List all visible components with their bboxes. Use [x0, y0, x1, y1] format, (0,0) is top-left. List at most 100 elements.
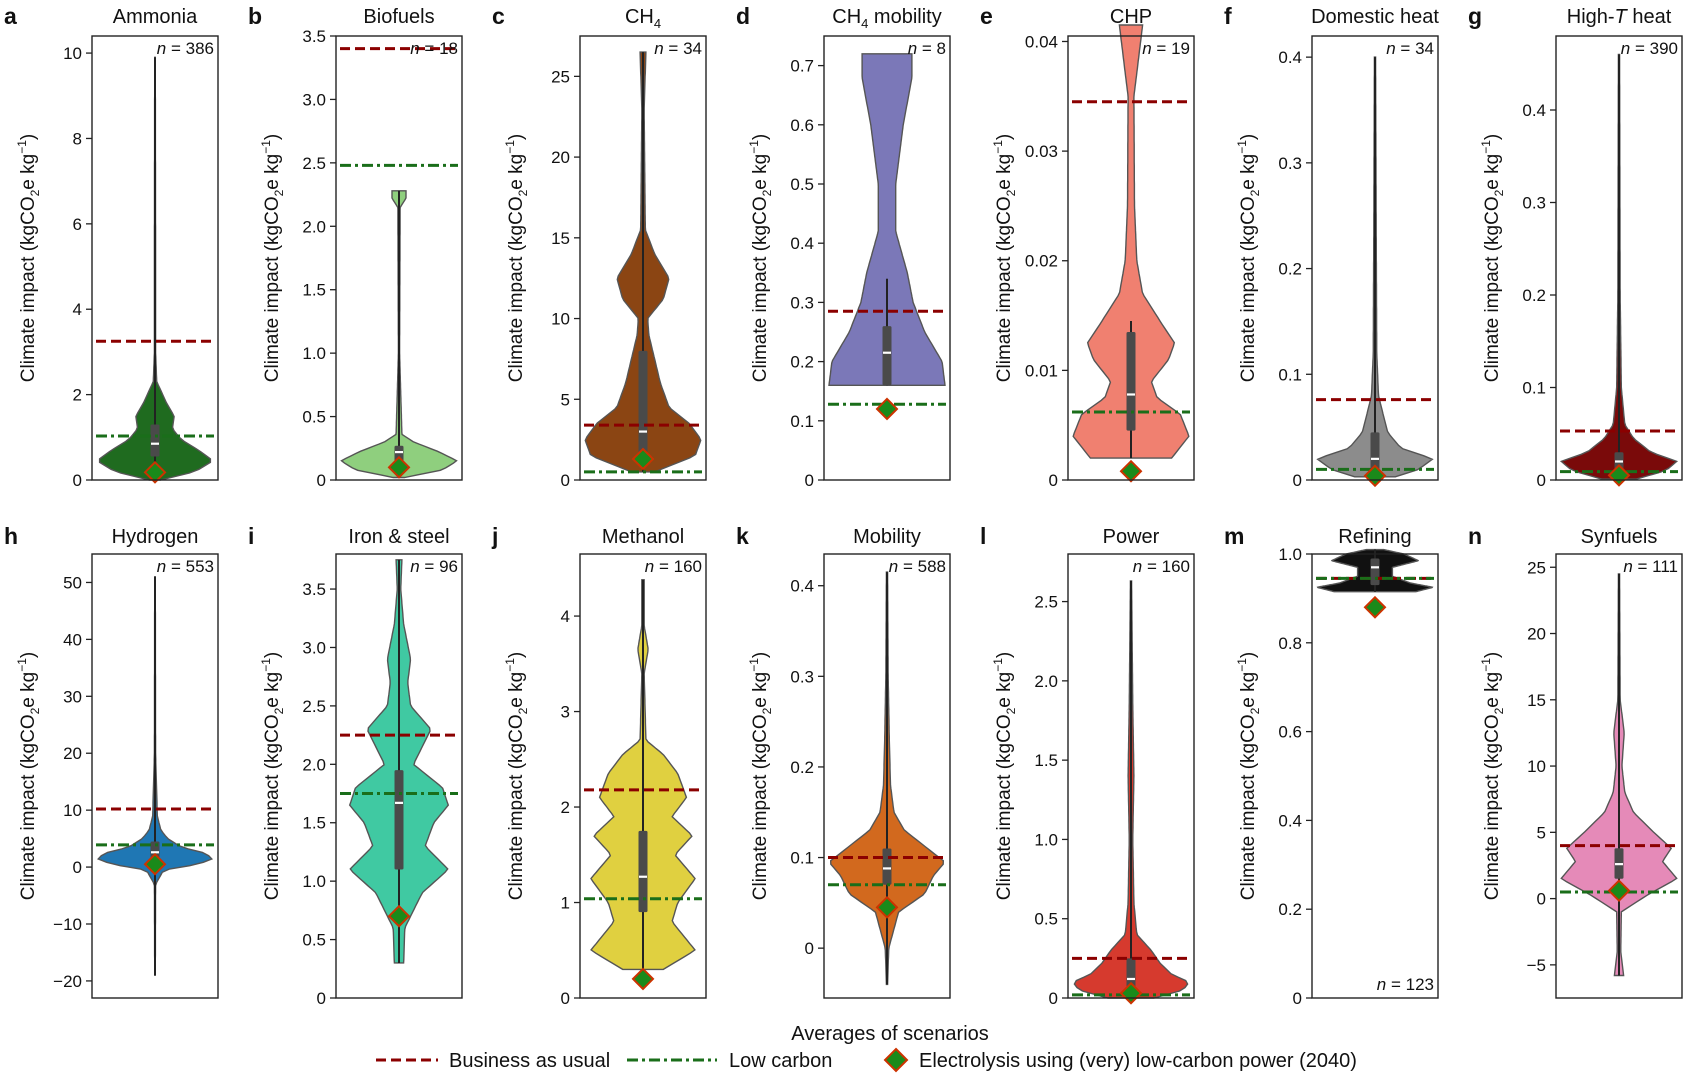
y-tick-label: 0.3: [790, 293, 814, 312]
y-axis-label: Climate impact (kgCO2e kg−1): [15, 134, 42, 382]
y-axis-label: Climate impact (kgCO2e kg−1): [747, 134, 774, 382]
y-tick-label: 3: [561, 703, 570, 722]
y-tick-label: 0.3: [1278, 154, 1302, 173]
electrolysis-marker: [875, 397, 899, 421]
panel-title: CH4 mobility: [832, 6, 941, 31]
y-tick-label: 0: [1537, 471, 1546, 490]
y-tick-label: 2.0: [302, 755, 326, 774]
panel-letter: e: [980, 3, 993, 29]
y-axis-label: Climate impact (kgCO2e kg−1): [503, 652, 530, 900]
iqr-box: [882, 848, 892, 885]
n-label: n = 96: [410, 557, 458, 576]
y-tick-label: 10: [551, 310, 570, 329]
y-tick-label: 0.1: [790, 412, 814, 431]
y-tick-label: 0.5: [1034, 910, 1058, 929]
panel-letter: k: [736, 523, 749, 549]
y-tick-label: 0.5: [302, 408, 326, 427]
panel-frame: [335, 35, 463, 481]
y-tick-label: 0: [317, 989, 326, 1008]
y-tick-label: 25: [551, 67, 570, 86]
n-label: n = 123: [1377, 975, 1434, 994]
y-tick-label: 0.4: [790, 234, 814, 253]
y-tick-label: 0.2: [1278, 900, 1302, 919]
y-tick-label: 0: [1049, 989, 1058, 1008]
y-tick-label: 4: [73, 300, 82, 319]
y-tick-label: 10: [63, 44, 82, 63]
y-tick-label: −5: [1527, 956, 1546, 975]
panel-a: 0 2 4 6 8 10 Climate impact (kgCO2e kg−1) a Ammo…: [4, 3, 219, 490]
y-tick-label: 0: [1293, 989, 1302, 1008]
y-tick-label: 2.5: [302, 697, 326, 716]
panel-letter: h: [4, 523, 18, 549]
y-tick-label: 1.0: [302, 344, 326, 363]
y-tick-label: 0: [561, 989, 570, 1008]
iqr-box: [638, 830, 648, 913]
panel-m: 0 0.2 0.4 0.6 0.8 1.0 Climate impact (kgCO2e k…: [1224, 523, 1439, 1008]
n-label: n = 160: [645, 557, 702, 576]
y-axis-label: Climate impact (kgCO2e kg−1): [15, 652, 42, 900]
panel-i: 0 0.5 1.0 1.5 2.0 2.5 3.0 3.5 Climate impact (kg…: [248, 523, 463, 1008]
panel-title: Iron & steel: [348, 526, 449, 548]
y-tick-label: 0.2: [1278, 260, 1302, 279]
y-tick-label: 1.5: [302, 281, 326, 300]
y-tick-label: 0: [1293, 471, 1302, 490]
y-tick-label: 1.0: [302, 872, 326, 891]
y-tick-label: 0: [1049, 471, 1058, 490]
legend-swatch-electrolysis: [883, 1047, 909, 1073]
n-label: n = 18: [410, 39, 458, 58]
y-tick-label: 0.7: [790, 57, 814, 76]
y-tick-label: −10: [53, 915, 82, 934]
electrolysis-marker: [387, 455, 411, 479]
panel-letter: d: [736, 3, 750, 29]
panel-title: Power: [1103, 526, 1160, 548]
y-tick-label: 30: [63, 687, 82, 706]
y-tick-label: 15: [1527, 691, 1546, 710]
y-tick-label: 20: [551, 148, 570, 167]
n-label: n = 588: [889, 557, 946, 576]
violin-body: [1072, 24, 1190, 459]
n-label: n = 160: [1133, 557, 1190, 576]
panel-letter: g: [1468, 3, 1482, 29]
panel-l: 0 0.5 1.0 1.5 2.0 2.5 Climate impact (kgCO2e k…: [980, 523, 1195, 1008]
n-label: n = 34: [654, 39, 702, 58]
electrolysis-marker: [631, 967, 655, 991]
y-tick-label: 0.4: [790, 577, 814, 596]
y-tick-label: 3.0: [302, 638, 326, 657]
panel-title: Biofuels: [363, 6, 434, 28]
iqr-box: [1126, 332, 1136, 431]
electrolysis-marker: [1363, 595, 1387, 619]
electrolysis-marker: [875, 895, 899, 919]
y-tick-label: 0.1: [790, 849, 814, 868]
panel-title: CH4: [625, 6, 661, 31]
y-tick-label: 10: [1527, 757, 1546, 776]
panel-j: 0 1 2 3 4 Climate impact (kgCO2e kg−1) j Methan…: [491, 523, 707, 1008]
panel-title: CHP: [1110, 6, 1152, 28]
y-axis-label: Climate impact (kgCO2e kg−1): [1479, 134, 1506, 382]
panel-letter: m: [1224, 523, 1244, 549]
panel-b: 0 0.5 1.0 1.5 2.0 2.5 3.0 3.5 Climate impact (kg…: [248, 3, 463, 490]
y-tick-label: 40: [63, 630, 82, 649]
y-tick-label: 2: [73, 386, 82, 405]
y-axis-label: Climate impact (kgCO2e kg−1): [991, 134, 1018, 382]
n-label: n = 19: [1142, 39, 1190, 58]
legend-item-1: Low carbon: [627, 1050, 832, 1072]
panel-c: 0 5 10 15 20 25 Climate impact (kgCO2e kg−1) c C…: [492, 3, 707, 490]
panel-frame: [579, 35, 707, 481]
y-tick-label: 2.5: [1034, 593, 1058, 612]
y-tick-label: 0.3: [1522, 194, 1546, 213]
panel-title: High-T heat: [1567, 6, 1672, 28]
electrolysis-marker: [143, 852, 167, 876]
y-tick-label: 20: [63, 744, 82, 763]
y-tick-label: 0.03: [1025, 142, 1058, 161]
legend-label: Electrolysis using (very) low-carbon pow…: [919, 1050, 1357, 1072]
y-tick-label: 1: [561, 894, 570, 913]
y-tick-label: 0.02: [1025, 252, 1058, 271]
panel-frame: [823, 35, 951, 481]
electrolysis-marker: [1607, 879, 1631, 903]
panel-letter: j: [491, 523, 498, 549]
panel-letter: b: [248, 3, 262, 29]
legend-item-2: Electrolysis using (very) low-carbon pow…: [883, 1047, 1357, 1073]
y-tick-label: 0.01: [1025, 361, 1058, 380]
y-axis-label: Climate impact (kgCO2e kg−1): [259, 652, 286, 900]
panel-title: Domestic heat: [1311, 6, 1439, 28]
